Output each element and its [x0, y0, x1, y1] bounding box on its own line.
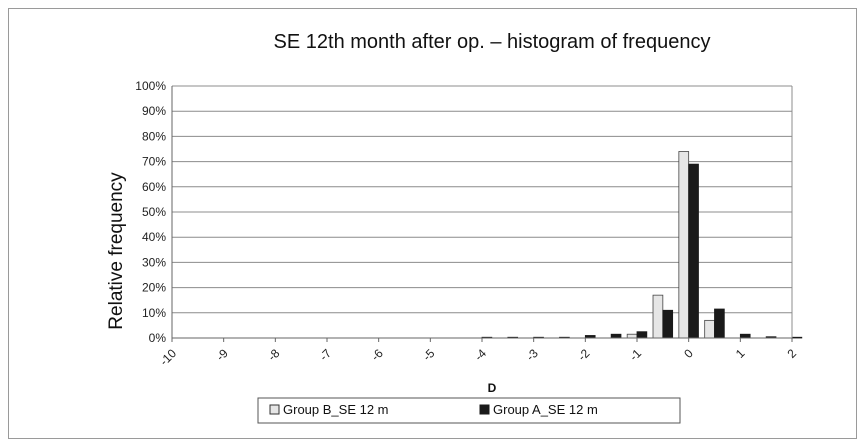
y-tick-label: 90% — [142, 104, 166, 118]
x-tick-label: -7 — [317, 346, 335, 364]
bar-group-b — [678, 151, 690, 339]
bar-group-a — [636, 331, 648, 339]
y-axis-label: Relative frequency — [106, 172, 127, 330]
bar-group-a — [714, 308, 725, 339]
x-tick-label: -3 — [523, 346, 541, 364]
bar-group-b — [652, 294, 664, 339]
bar-group-a — [662, 309, 674, 339]
x-axis-label: D — [488, 381, 497, 395]
y-tick-label: 100% — [135, 79, 166, 93]
bar-group-b — [626, 333, 638, 339]
x-tick-label: 0 — [681, 346, 696, 361]
bar-group-a — [610, 333, 622, 339]
y-tick-label: 20% — [142, 281, 166, 295]
y-tick-labels: 0% 10% 20% 30% 40% 50% 60% 70% 80% 90% 100% — [135, 79, 166, 345]
legend-swatch-group-a — [479, 404, 490, 415]
gridlines — [172, 85, 792, 339]
x-tick-label: -6 — [368, 346, 386, 364]
x-tick-label: -2 — [575, 346, 593, 364]
x-tick-label: -8 — [265, 346, 283, 364]
x-tick-label: 1 — [733, 346, 748, 361]
x-tick-label: -9 — [213, 346, 231, 364]
bars — [481, 151, 803, 339]
x-tick-label: 2 — [784, 346, 799, 361]
y-tick-label: 30% — [142, 255, 166, 269]
x-tick-label: -4 — [472, 346, 490, 364]
x-tick-label: -5 — [420, 346, 438, 364]
chart-title: SE 12th month after op. – histogram of f… — [274, 31, 711, 53]
y-tick-label: 60% — [142, 180, 166, 194]
x-tick-labels: -10 -9 -8 -7 -6 -5 -4 -3 -2 -1 0 1 2 — [157, 338, 799, 368]
bar-group-a — [688, 163, 699, 339]
y-tick-label: 80% — [142, 129, 166, 143]
y-tick-label: 40% — [142, 230, 166, 244]
x-tick-label: -1 — [627, 346, 645, 364]
bar-group-a — [739, 333, 751, 339]
bar-group-b — [704, 319, 715, 339]
y-tick-label: 50% — [142, 205, 166, 219]
y-tick-label: 70% — [142, 155, 166, 169]
bar-group-a — [791, 336, 803, 339]
x-tick-label: -10 — [157, 346, 179, 368]
legend-label-group-b: Group B_SE 12 m — [283, 402, 389, 417]
y-tick-label: 0% — [149, 331, 167, 345]
y-tick-label: 10% — [142, 306, 166, 320]
chart-frame — [8, 8, 857, 439]
legend-label-group-a: Group A_SE 12 m — [493, 402, 598, 417]
legend: Group B_SE 12 m Group A_SE 12 m — [257, 397, 681, 424]
legend-box — [257, 397, 681, 424]
legend-swatch-group-b — [269, 404, 280, 415]
